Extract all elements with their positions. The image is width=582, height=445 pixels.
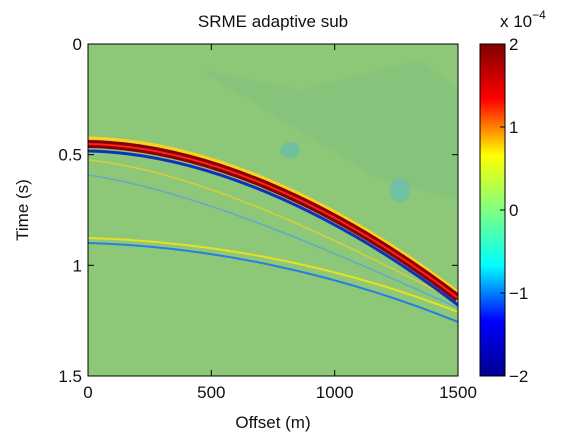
texture: [390, 178, 410, 202]
seismic-image: [88, 44, 458, 376]
event: [88, 237, 458, 313]
y-tick-label: 0.5: [58, 146, 82, 165]
colorbar-tick-label: 2: [509, 35, 518, 54]
event: [88, 242, 458, 323]
x-tick-label: 500: [197, 383, 225, 402]
y-axis-label: Time (s): [13, 179, 32, 241]
y-tick-label: 1: [73, 256, 82, 275]
event: [88, 143, 458, 299]
y-tick-label: 0: [73, 35, 82, 54]
colorbar-tick-label: −2: [509, 367, 528, 386]
colorbar-exponent: −4: [532, 8, 546, 22]
colorbar-tick-label: 0: [509, 201, 518, 220]
chart-title: SRME adaptive sub: [198, 12, 348, 31]
event: [88, 174, 458, 309]
colorbar-tick-label: 1: [509, 118, 518, 137]
event: [88, 149, 458, 307]
event: [88, 159, 458, 303]
colorbar-scale-base: x 10: [500, 12, 532, 31]
colorbar-scale: x 10−4: [500, 8, 546, 31]
plot-frame: [87, 43, 459, 377]
x-tick-label: 0: [83, 383, 92, 402]
y-tick-label: 1.5: [58, 367, 82, 386]
x-tick-label: 1500: [439, 383, 477, 402]
x-tick-label: 1000: [316, 383, 354, 402]
texture: [200, 60, 458, 200]
colorbar-tick-label: −1: [509, 284, 528, 303]
x-axis-label: Offset (m): [235, 413, 310, 432]
event: [88, 136, 458, 294]
texture: [280, 142, 300, 158]
